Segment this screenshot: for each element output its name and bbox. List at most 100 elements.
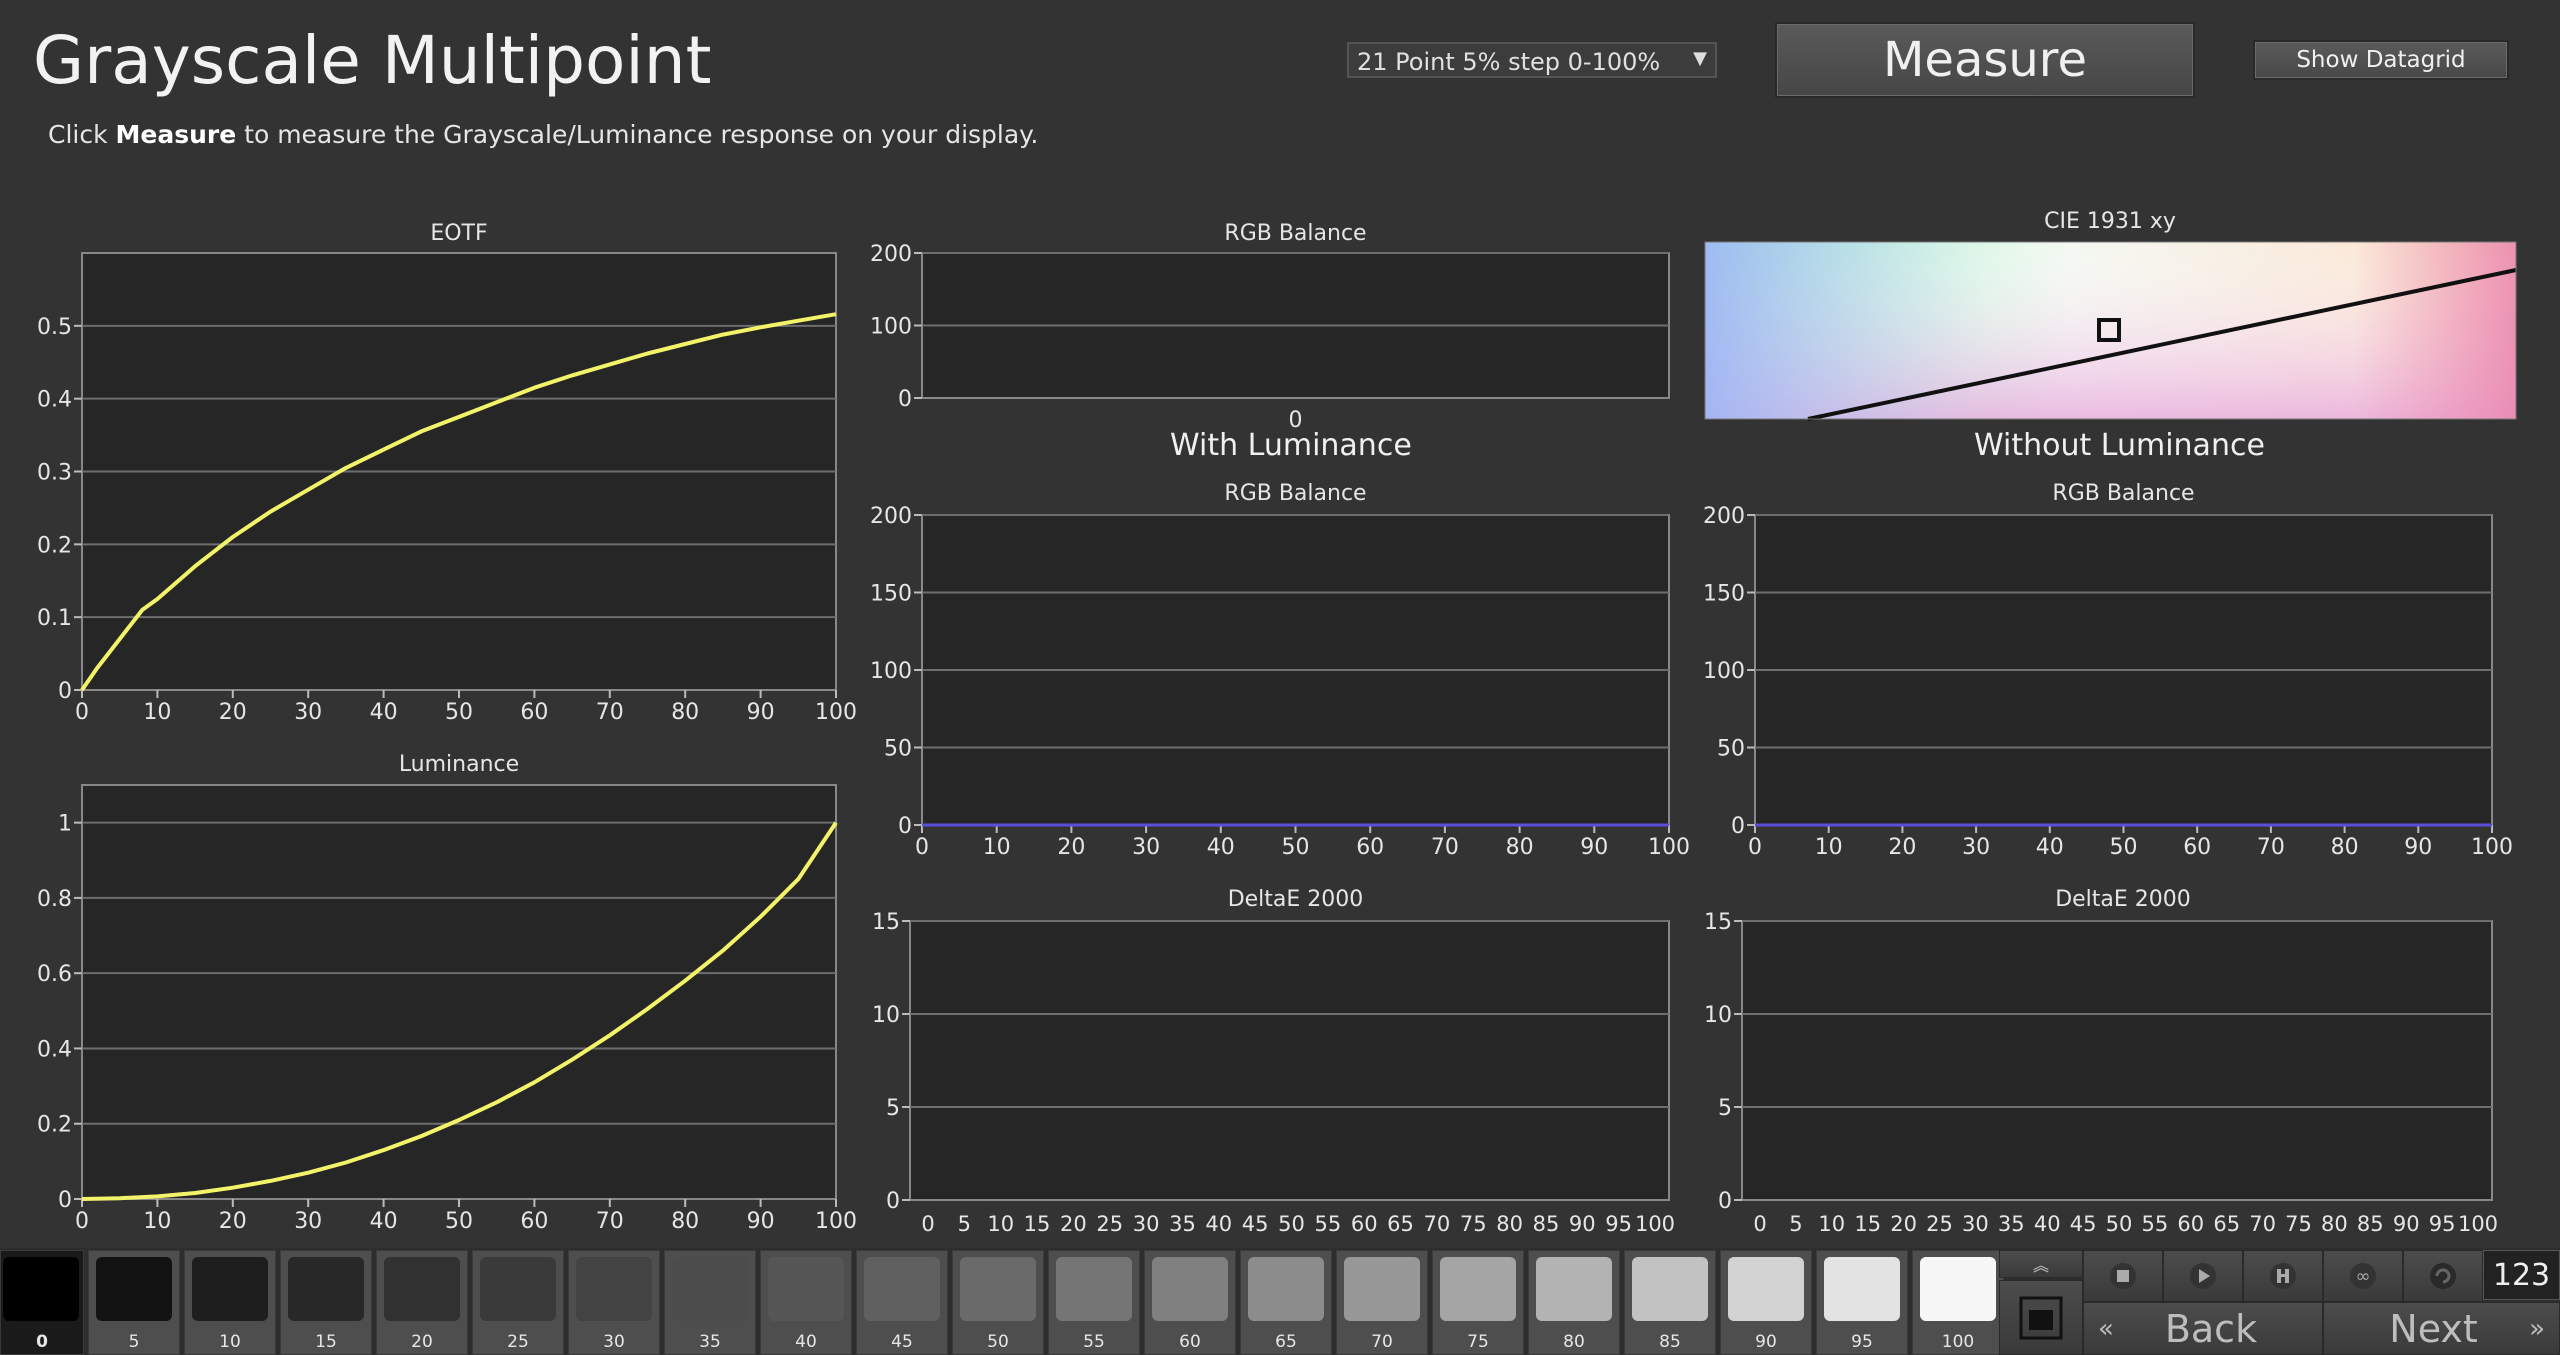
y-tick-label: 100	[1703, 659, 1745, 684]
patch-30[interactable]: 30	[568, 1250, 660, 1355]
x-tick-label: 90	[747, 700, 775, 725]
patch-20[interactable]: 20	[376, 1250, 468, 1355]
x-tick-label: 20	[219, 1209, 247, 1234]
patch-0[interactable]: 0	[0, 1250, 84, 1355]
patch-75[interactable]: 75	[1432, 1250, 1524, 1355]
x-tick-label: 95	[1605, 1212, 1632, 1236]
patch-label: 5	[128, 1332, 140, 1352]
pause-button[interactable]	[2243, 1250, 2323, 1302]
window-toggle-button[interactable]	[1999, 1280, 2083, 1355]
y-tick-label: 0.1	[37, 606, 72, 631]
chart-rgb-balance-without: RGB Balance 0 50 100 150 200 0 10 20 30 40 50 60 70 80…	[1703, 481, 2513, 860]
x-tick-label: 0	[75, 1209, 89, 1234]
y-tick-label: 15	[1704, 910, 1732, 935]
patch-swatch	[3, 1257, 79, 1321]
chart-title: RGB Balance	[1224, 481, 1366, 506]
patch-label: 30	[603, 1332, 625, 1352]
next-label: Next	[2389, 1306, 2478, 1351]
play-button[interactable]	[2163, 1250, 2243, 1302]
y-tick-label: 50	[884, 737, 912, 762]
y-tick-label: 0.3	[37, 461, 72, 486]
patch-5[interactable]: 5	[88, 1250, 180, 1355]
patch-swatch	[576, 1257, 652, 1321]
patch-swatch	[1056, 1257, 1132, 1321]
next-button[interactable]: Next »	[2323, 1302, 2560, 1355]
patch-label: 40	[795, 1332, 817, 1352]
dropdown-arrow-icon: ▼	[1693, 48, 1707, 69]
y-tick-label: 10	[872, 1003, 900, 1028]
measure-button[interactable]: Measure	[1775, 22, 2195, 98]
patch-25[interactable]: 25	[472, 1250, 564, 1355]
back-chevron-icon: «	[2098, 1313, 2114, 1344]
x-tick-label: 5	[958, 1212, 971, 1236]
patch-60[interactable]: 60	[1144, 1250, 1236, 1355]
x-tick-label: 35	[1998, 1212, 2025, 1236]
stop-button[interactable]	[2083, 1250, 2163, 1302]
patch-label: 90	[1755, 1332, 1777, 1352]
y-tick-label: 150	[1703, 582, 1745, 607]
x-tick-label: 80	[671, 1209, 699, 1234]
x-tick-label: 10	[987, 1212, 1014, 1236]
x-tick-label: 85	[1533, 1212, 1560, 1236]
patch-50[interactable]: 50	[952, 1250, 1044, 1355]
chart-title: RGB Balance	[2052, 481, 2194, 506]
x-tick-label: 90	[1580, 835, 1608, 860]
patch-45[interactable]: 45	[856, 1250, 948, 1355]
pause-icon	[2270, 1263, 2296, 1289]
x-tick-label: 10	[1815, 835, 1843, 860]
chart-title: Luminance	[399, 752, 519, 777]
x-tick-label: 80	[2321, 1212, 2348, 1236]
refresh-button[interactable]	[2403, 1250, 2483, 1302]
patch-65[interactable]: 65	[1240, 1250, 1332, 1355]
loop-button[interactable]: ∞	[2323, 1250, 2403, 1302]
patch-15[interactable]: 15	[280, 1250, 372, 1355]
chart-rgb-balance-top: RGB Balance 0 100 200 0	[870, 221, 1670, 433]
x-tick-label: 10	[1818, 1212, 1845, 1236]
x-tick-label: 85	[2357, 1212, 2384, 1236]
x-tick-label: 60	[2177, 1212, 2204, 1236]
patch-label: 80	[1563, 1332, 1585, 1352]
x-tick-label: 0	[915, 835, 929, 860]
x-tick-label: 75	[2285, 1212, 2312, 1236]
x-tick-label: 70	[596, 1209, 624, 1234]
x-tick-label: 35	[1169, 1212, 1196, 1236]
patch-85[interactable]: 85	[1624, 1250, 1716, 1355]
y-tick-label: 0	[1718, 1189, 1732, 1214]
cie-target-marker	[2097, 318, 2121, 342]
x-tick-label: 10	[143, 1209, 171, 1234]
x-tick-label: 15	[1024, 1212, 1051, 1236]
patch-100[interactable]: 100	[1912, 1250, 2004, 1355]
plot-area	[81, 784, 837, 1200]
patch-label: 55	[1083, 1332, 1105, 1352]
y-tick-label: 0.2	[37, 533, 72, 558]
play-icon	[2190, 1263, 2216, 1289]
instruction-suffix: to measure the Grayscale/Luminance respo…	[236, 120, 1039, 149]
point-mode-select[interactable]: 21 Point 5% step 0-100% ▼	[1347, 42, 1717, 78]
page-title: Grayscale Multipoint	[33, 22, 712, 99]
patch-35[interactable]: 35	[664, 1250, 756, 1355]
loop-icon: ∞	[2350, 1263, 2376, 1289]
patch-label: 70	[1371, 1332, 1393, 1352]
y-tick-label: 1	[58, 812, 72, 837]
back-button[interactable]: « Back	[2083, 1302, 2323, 1355]
x-tick-label: 70	[596, 700, 624, 725]
y-tick-label: 5	[1718, 1096, 1732, 1121]
patch-40[interactable]: 40	[760, 1250, 852, 1355]
y-tick-label: 200	[870, 242, 912, 267]
collapse-button[interactable]: ︽	[1999, 1250, 2083, 1278]
y-tick-label: 5	[886, 1096, 900, 1121]
patch-swatch	[1536, 1257, 1612, 1321]
x-tick-label: 15	[1854, 1212, 1881, 1236]
patch-80[interactable]: 80	[1528, 1250, 1620, 1355]
patch-70[interactable]: 70	[1336, 1250, 1428, 1355]
patch-swatch	[384, 1257, 460, 1321]
patch-95[interactable]: 95	[1816, 1250, 1908, 1355]
y-tick-label: 0.8	[37, 887, 72, 912]
patch-90[interactable]: 90	[1720, 1250, 1812, 1355]
patch-10[interactable]: 10	[184, 1250, 276, 1355]
patch-55[interactable]: 55	[1048, 1250, 1140, 1355]
x-tick-label: 0	[1753, 1212, 1766, 1236]
x-tick-label: 20	[1888, 835, 1916, 860]
show-datagrid-button[interactable]: Show Datagrid	[2253, 40, 2509, 80]
x-tick-label: 100	[2471, 835, 2513, 860]
